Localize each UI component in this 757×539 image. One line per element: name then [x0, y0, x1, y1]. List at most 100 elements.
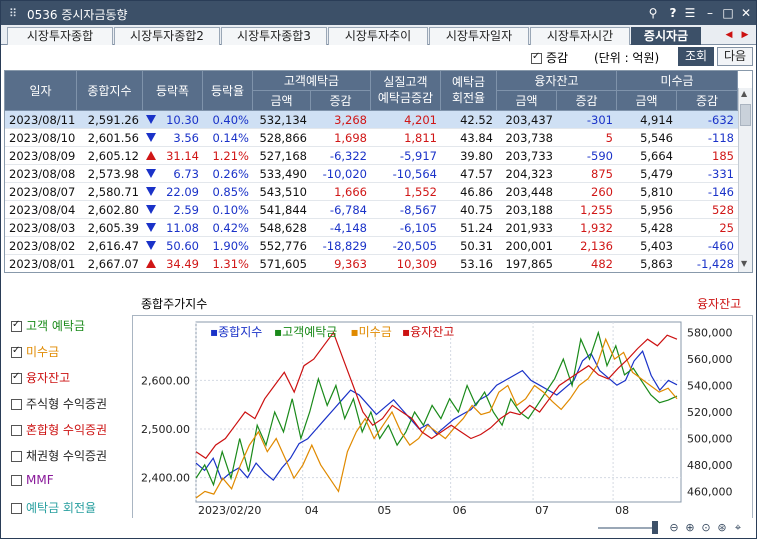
table-row[interactable]: 2023/08/04 2,602.80 2.59 0.10% 541,844 -6,784…	[5, 201, 738, 219]
x-tick-label: 08	[615, 504, 629, 517]
scroll-down-icon[interactable]: ▼	[741, 259, 748, 268]
series-checkbox[interactable]	[11, 371, 22, 384]
close-icon[interactable]: ✕	[740, 6, 752, 20]
cell-unpaid-delta: -460	[707, 239, 734, 253]
series-toggle[interactable]: 미수금	[11, 343, 59, 360]
tab-next-icon[interactable]: ▶	[741, 30, 749, 40]
tab-market-summary-3[interactable]: 시장투자종합3	[221, 27, 327, 45]
cell-unpaid-delta: -632	[707, 113, 734, 127]
table-header: 일자 종합지수 등락폭 등락율 고객예탁금 금액 증감 실질고객 예탁금증감 예…	[5, 71, 738, 111]
tab-prev-icon[interactable]: ◀	[725, 30, 733, 40]
table-row[interactable]: 2023/08/07 2,580.71 22.09 0.85% 543,510 1,666…	[5, 183, 738, 201]
cell-margin: 203,188	[505, 203, 553, 217]
cell-index: 2,605.12	[87, 149, 139, 163]
tab-stock-funds[interactable]: 증시자금	[631, 27, 701, 45]
cell-change: 34.49	[166, 257, 199, 271]
table-row[interactable]: 2023/08/09 2,605.12 31.14 1.21% 527,168 -6,32…	[5, 147, 738, 165]
pin-icon[interactable]: ⚲	[648, 6, 658, 20]
cell-date: 2023/08/10	[9, 131, 76, 145]
cell-rate: 0.42%	[212, 221, 249, 235]
cell-turnover: 46.86	[460, 185, 493, 199]
zoom-slider-track[interactable]	[598, 527, 658, 529]
series-toggle[interactable]: 고객 예탁금	[11, 317, 85, 334]
table-row[interactable]: 2023/08/01 2,667.07 34.49 1.31% 571,605 9,363…	[5, 255, 738, 272]
series-checkbox[interactable]	[11, 399, 22, 410]
cell-margin: 203,733	[505, 149, 553, 163]
series-toggle-label: 채권형 수익증권	[26, 449, 108, 463]
cell-deposit-delta: 9,363	[334, 257, 367, 271]
series-toggle-label: MMF	[26, 473, 54, 487]
change-checkbox[interactable]	[531, 51, 542, 64]
cell-margin: 200,001	[505, 239, 553, 253]
chart-legend-item: ▪융자잔고	[402, 325, 454, 339]
maximize-icon[interactable]: □	[722, 6, 734, 20]
zoom-slider-handle[interactable]	[652, 521, 658, 534]
cell-deposit-delta: -6,322	[329, 149, 367, 163]
header-deposit-amount: 금액	[253, 91, 311, 111]
series-checkbox[interactable]	[11, 451, 22, 462]
cell-margin-delta: 260	[591, 185, 613, 199]
down-arrow-icon	[146, 241, 156, 250]
cell-change: 22.09	[166, 185, 199, 199]
help-icon[interactable]: ?	[669, 6, 677, 20]
cell-index: 2,605.39	[87, 221, 139, 235]
minimize-icon[interactable]: –	[707, 6, 713, 20]
series-toggle[interactable]: 주식형 수익증권	[11, 395, 107, 412]
cell-rate: 0.14%	[212, 131, 249, 145]
next-button[interactable]: 다음	[717, 47, 753, 66]
series-toggle[interactable]: 혼합형 수익증권	[11, 421, 107, 438]
chart-legend-item: ▪미수금	[351, 325, 392, 339]
cell-deposit: 552,776	[259, 239, 307, 253]
header-date: 일자	[5, 71, 77, 111]
header-margin: 융자잔고	[497, 71, 617, 91]
tab-market-summary[interactable]: 시장투자종합	[7, 27, 113, 45]
table-row[interactable]: 2023/08/10 2,601.56 3.56 0.14% 528,866 1,698 1…	[5, 129, 738, 147]
zoom-out-icon[interactable]: ⊖	[669, 521, 679, 534]
series-toggle[interactable]: MMF	[11, 473, 54, 487]
title-bar[interactable]: ⠿ 0536 증시자금동향 ⚲ ? ☰ – □ ✕	[1, 1, 756, 25]
table-row[interactable]: 2023/08/11 2,591.26 10.30 0.40% 532,134 3,268…	[5, 111, 738, 129]
header-margin-amount: 금액	[497, 91, 557, 111]
cell-index: 2,580.71	[87, 185, 139, 199]
tab-market-summary-2[interactable]: 시장투자종합2	[114, 27, 220, 45]
zoom-reset-icon[interactable]: ⊙	[701, 521, 711, 534]
options-row: 증감 (단위 : 억원) 조회 다음	[1, 45, 756, 69]
series-toggle[interactable]: 채권형 수익증권	[11, 447, 107, 464]
series-checkbox[interactable]	[11, 425, 22, 436]
scroll-up-icon[interactable]: ▲	[741, 89, 748, 98]
zoom-fit-icon[interactable]: ⊛	[717, 521, 727, 534]
up-arrow-icon	[146, 151, 156, 160]
cell-margin-delta: 482	[591, 257, 613, 271]
query-button[interactable]: 조회	[678, 47, 714, 66]
cell-margin-delta: -301	[586, 113, 613, 127]
series-toggle-label: 고객 예탁금	[26, 319, 86, 333]
crosshair-icon[interactable]: ⌖	[734, 521, 742, 534]
series-checkbox[interactable]	[11, 319, 22, 332]
tab-market-time[interactable]: 시장투자시간	[530, 27, 630, 45]
cell-unpaid-delta: 528	[712, 203, 734, 217]
series-checkbox[interactable]	[11, 503, 22, 514]
cell-turnover: 51.24	[460, 221, 493, 235]
tab-bar: 시장투자종합 시장투자종합2 시장투자종합3 시장투자추이 시장투자일자 시장투…	[1, 25, 756, 45]
tab-market-trend[interactable]: 시장투자추이	[328, 27, 428, 45]
cell-unpaid: 5,956	[640, 203, 673, 217]
scroll-thumb[interactable]	[740, 104, 751, 126]
tab-market-daily[interactable]: 시장투자일자	[429, 27, 529, 45]
table-scrollbar[interactable]: ▲ ▼	[738, 88, 752, 272]
cell-unpaid: 5,428	[640, 221, 673, 235]
menu-icon[interactable]: ☰	[684, 6, 696, 20]
table-row[interactable]: 2023/08/02 2,616.47 50.60 1.90% 552,776 -18,8…	[5, 237, 738, 255]
cell-unpaid-delta: -118	[707, 131, 734, 145]
cell-real-delta: 4,201	[404, 113, 437, 127]
zoom-in-icon[interactable]: ⊕	[685, 521, 695, 534]
series-toggle[interactable]: 예탁금 회전율	[11, 499, 96, 516]
right-tick-label: 480,000	[687, 459, 733, 472]
table-row[interactable]: 2023/08/03 2,605.39 11.08 0.42% 548,628 -4,14…	[5, 219, 738, 237]
cell-real-delta: -10,564	[392, 167, 437, 181]
cell-margin: 203,738	[505, 131, 553, 145]
series-checkbox[interactable]	[11, 475, 22, 486]
series-checkbox[interactable]	[11, 345, 22, 358]
series-toggle[interactable]: 융자잔고	[11, 369, 70, 386]
table-row[interactable]: 2023/08/08 2,573.98 6.73 0.26% 533,490 -10,02…	[5, 165, 738, 183]
cell-date: 2023/08/09	[9, 149, 76, 163]
